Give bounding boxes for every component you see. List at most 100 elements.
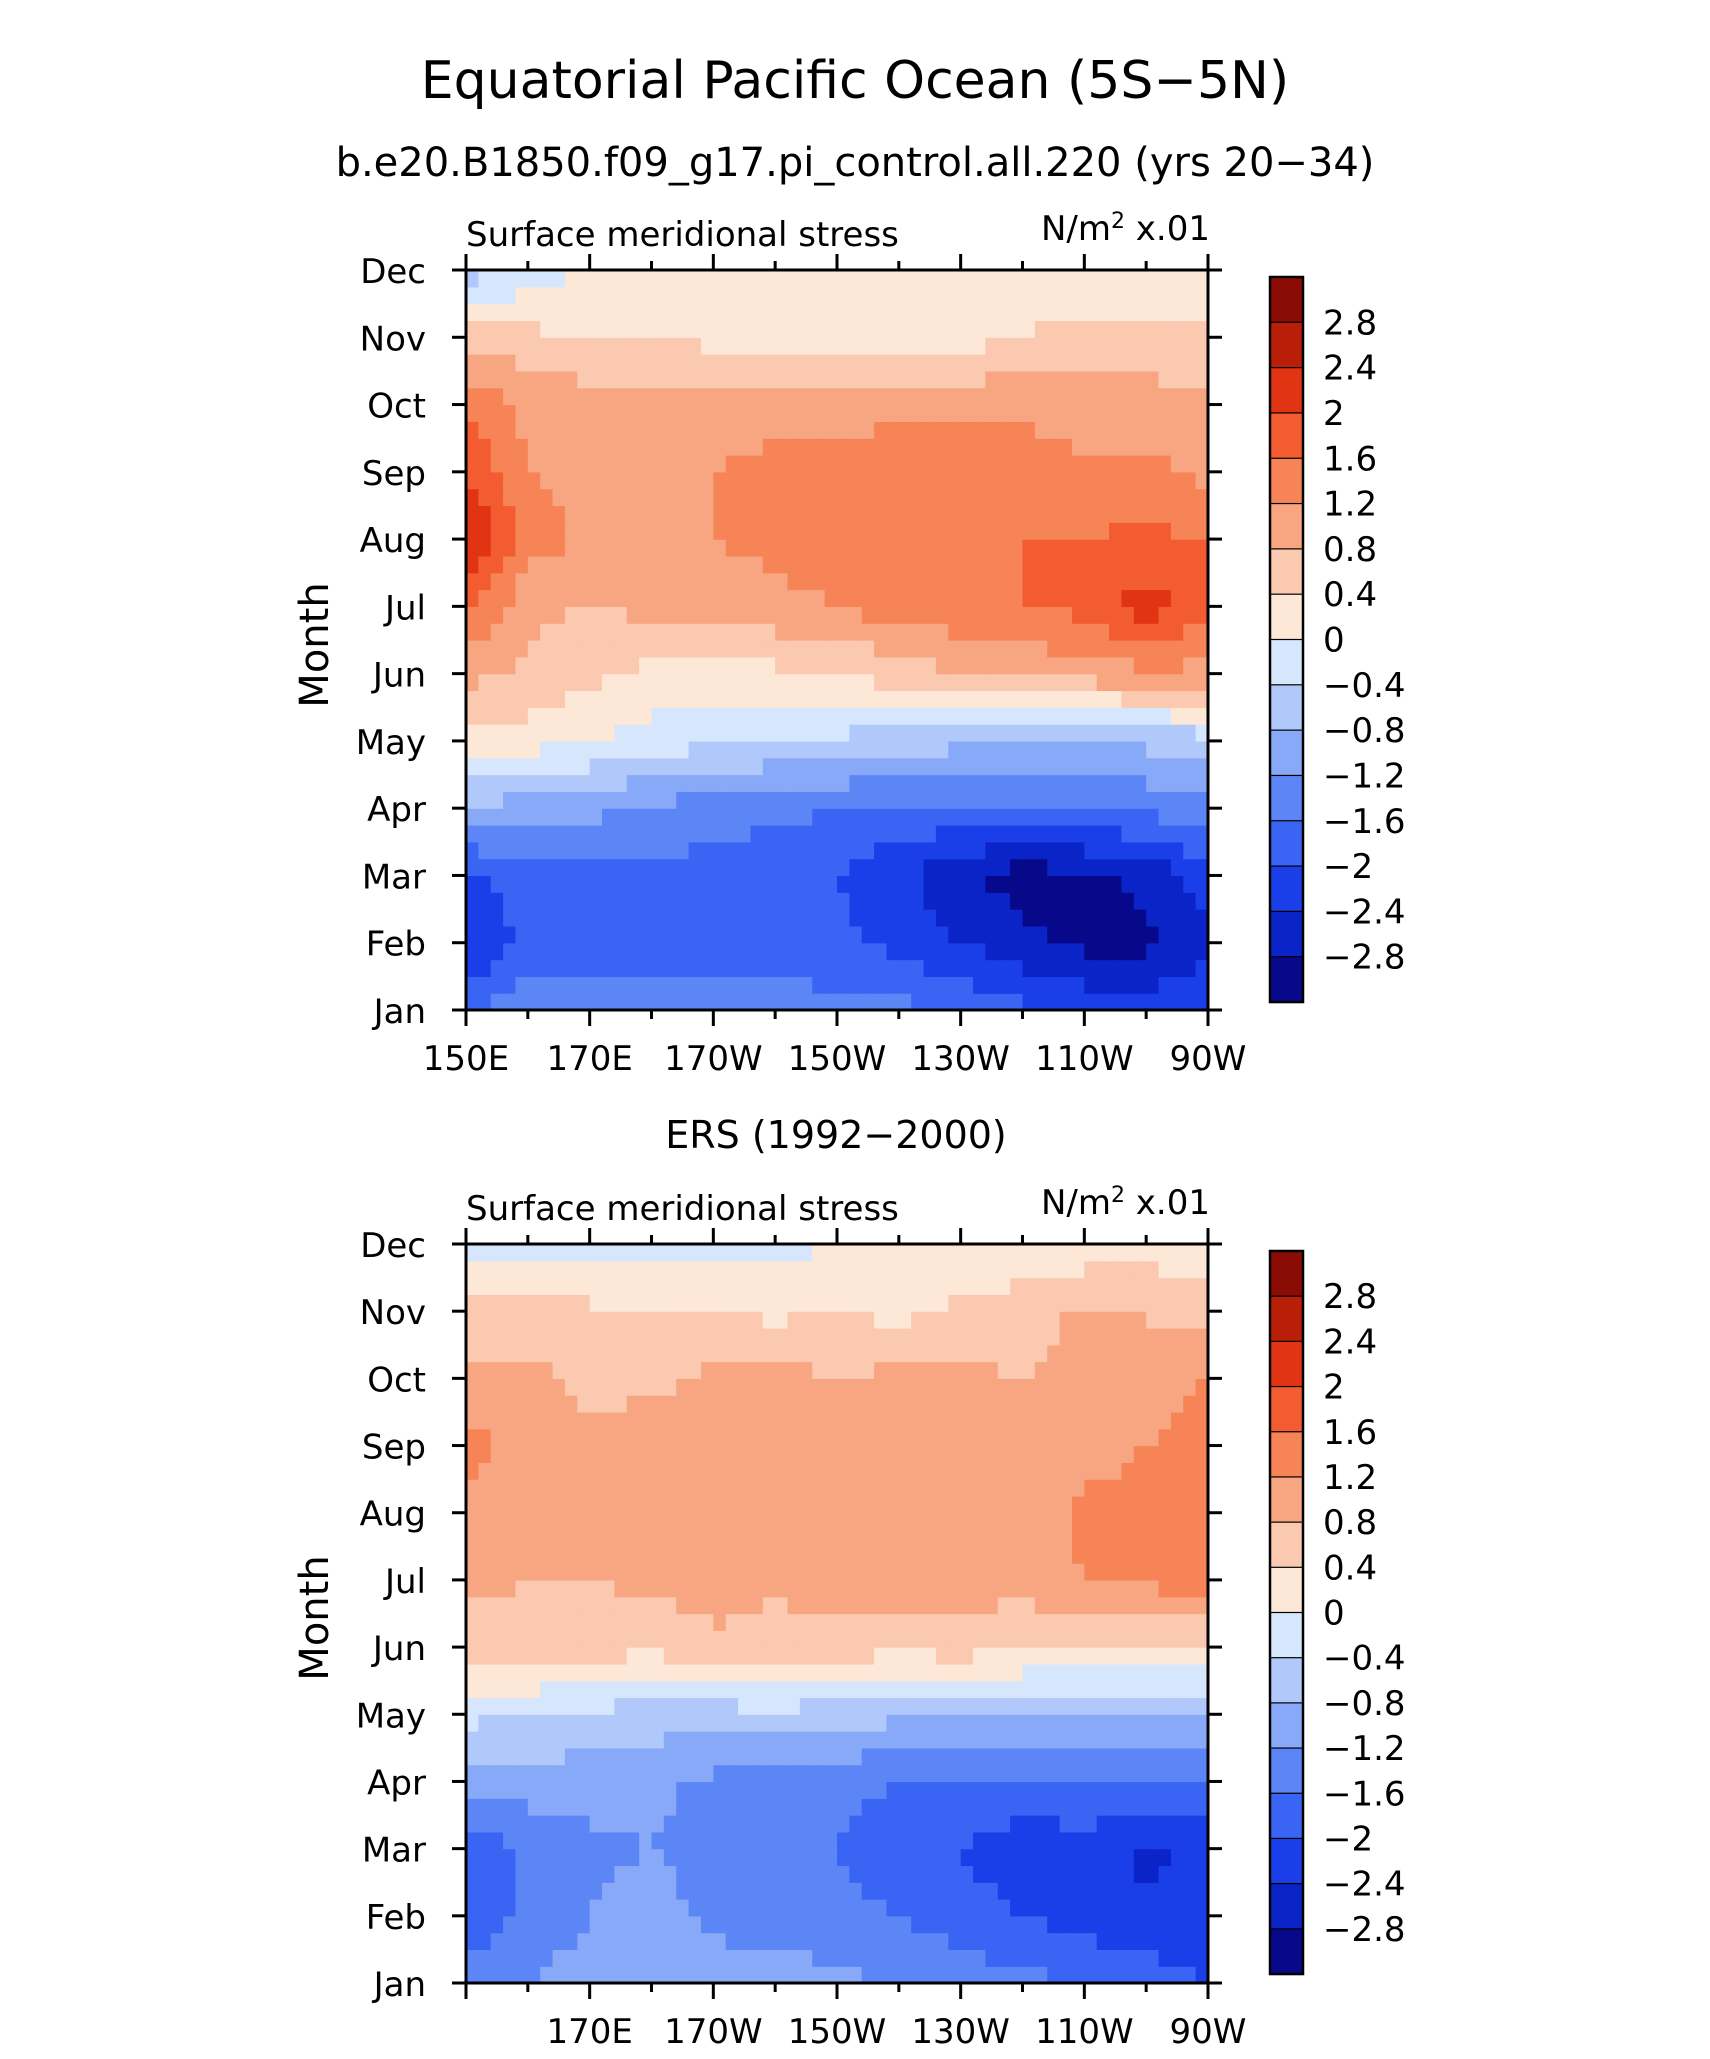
heatmap-cell	[960, 1966, 974, 1984]
heatmap-cell	[1195, 774, 1209, 792]
heatmap-cell	[1121, 1966, 1135, 1984]
heatmap-cell	[812, 555, 826, 574]
heatmap-cell	[725, 656, 739, 675]
heatmap-cell	[589, 909, 603, 927]
heatmap-cell	[997, 1579, 1011, 1598]
heatmap-cell	[1096, 892, 1110, 910]
heatmap-cell	[762, 1915, 776, 1934]
heatmap-cell	[997, 539, 1011, 557]
heatmap-cell	[552, 1613, 566, 1631]
heatmap-cell	[490, 589, 504, 607]
heatmap-cell	[1170, 1512, 1184, 1531]
heatmap-cell	[738, 1579, 752, 1598]
heatmap-cell	[527, 438, 541, 456]
heatmap-cell	[923, 841, 937, 860]
heatmap-cell	[1059, 993, 1073, 1011]
heatmap-cell	[973, 1932, 986, 1951]
heatmap-cell	[713, 337, 727, 355]
heatmap-cell	[651, 673, 665, 692]
heatmap-cell	[935, 606, 949, 624]
heatmap-cell	[923, 1495, 937, 1514]
heatmap-cell	[626, 1865, 640, 1883]
heatmap-cell	[861, 1378, 875, 1396]
heatmap-cell	[750, 740, 764, 759]
heatmap-cell	[552, 690, 566, 708]
heatmap-cell	[750, 1445, 764, 1463]
heatmap-cell	[750, 1764, 764, 1783]
heatmap-cell	[799, 1915, 813, 1934]
heatmap-cell	[1096, 455, 1110, 473]
heatmap-cell	[787, 1512, 801, 1531]
heatmap-cell	[1146, 1663, 1160, 1682]
heatmap-cell	[824, 1915, 838, 1934]
heatmap-cell	[997, 455, 1011, 473]
heatmap-cell	[960, 303, 974, 322]
heatmap-cell	[1034, 757, 1048, 776]
heatmap-cell	[1096, 1747, 1110, 1766]
heatmap-cell	[799, 1798, 813, 1816]
heatmap-cell	[824, 892, 838, 910]
heatmap-cell	[799, 1781, 813, 1799]
heatmap-cell	[614, 808, 628, 826]
heatmap-cell	[527, 387, 541, 406]
heatmap-cell	[626, 1949, 640, 1967]
heatmap-cell	[527, 825, 541, 843]
heatmap-cell	[824, 421, 838, 439]
heatmap-cell	[577, 976, 591, 994]
heatmap-cells	[466, 270, 1209, 1011]
heatmap-cell	[997, 1714, 1011, 1732]
heatmap-cell	[700, 1647, 714, 1665]
heatmap-cell	[824, 1479, 838, 1497]
heatmap-cell	[973, 1966, 986, 1984]
heatmap-cell	[849, 841, 863, 860]
heatmap-cell	[676, 1714, 690, 1732]
heatmap-cell	[1047, 1428, 1061, 1447]
heatmap-cell	[725, 354, 739, 372]
heatmap-cell	[1010, 892, 1024, 910]
heatmap-cell	[725, 421, 739, 439]
heatmap-cell	[688, 1512, 702, 1531]
heatmap-cell	[577, 522, 591, 540]
heatmap-cell	[725, 1596, 739, 1615]
heatmap-cell	[1022, 1781, 1036, 1799]
heatmap-cell	[837, 1512, 850, 1531]
heatmap-cell	[1183, 1697, 1197, 1715]
heatmap-cell	[812, 606, 826, 624]
heatmap-cell	[1022, 1764, 1036, 1783]
heatmap-cell	[478, 421, 492, 439]
heatmap-cell	[750, 1428, 764, 1447]
heatmap-cell	[1059, 909, 1073, 927]
heatmap-cell	[713, 505, 727, 523]
heatmap-cell	[564, 724, 578, 742]
heatmap-cell	[564, 505, 578, 523]
heatmap-cell	[923, 640, 937, 658]
heatmap-cell	[490, 623, 504, 641]
heatmap-cell	[527, 1714, 541, 1732]
heatmap-cell	[725, 270, 739, 288]
heatmap-cell	[1195, 1428, 1209, 1447]
heatmap-cell	[1109, 337, 1123, 355]
heatmap-cell	[589, 791, 603, 809]
heatmap-cell	[651, 1932, 665, 1951]
heatmap-cell	[527, 286, 541, 305]
heatmap-cell	[1084, 858, 1098, 877]
heatmap-cell	[663, 1596, 677, 1615]
heatmap-cell	[973, 539, 986, 557]
heatmap-cell	[478, 791, 492, 809]
heatmap-cell	[1121, 1731, 1135, 1749]
heatmap-cell	[700, 270, 714, 288]
heatmap-cell	[1047, 421, 1061, 439]
heatmap-cell	[577, 387, 591, 406]
heatmap-cell	[812, 959, 826, 977]
heatmap-cell	[997, 555, 1011, 574]
heatmap-cell	[1158, 606, 1172, 624]
heatmap-cell	[1170, 438, 1184, 456]
heatmap-cell	[775, 1663, 789, 1682]
heatmap-cell	[478, 690, 492, 708]
heatmap-cell	[490, 539, 504, 557]
heatmap-cell	[515, 421, 529, 439]
heatmap-cell	[1158, 1479, 1172, 1497]
heatmap-cell	[1183, 707, 1197, 725]
heatmap-cell	[1121, 488, 1135, 507]
heatmap-cell	[564, 589, 578, 607]
